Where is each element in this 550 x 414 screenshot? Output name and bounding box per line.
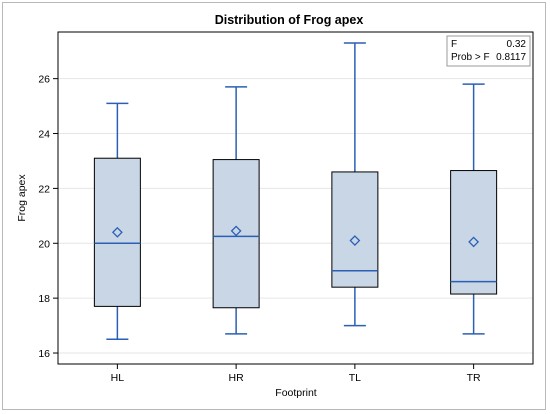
plot-area	[57, 31, 534, 365]
x-tick-label-hl: HL	[111, 372, 125, 384]
box-body-tl	[331, 171, 379, 288]
y-tick-label-22: 22	[38, 183, 50, 195]
mean-marker-hl	[111, 226, 123, 238]
stat-label-f: F	[451, 39, 457, 50]
stat-value-f: 0.32	[507, 39, 527, 50]
y-tick-label-26: 26	[38, 74, 50, 86]
box-body-hl	[93, 157, 141, 307]
x-tick-label-tl: TL	[349, 372, 361, 384]
x-axis-ticks: HL HR TL TR	[111, 364, 481, 384]
x-tick-label-tr: TR	[467, 372, 481, 384]
y-axis-label: Frog apex	[16, 174, 28, 222]
y-tick-label-24: 24	[38, 129, 50, 141]
box-hr	[212, 86, 260, 335]
box-tr	[450, 83, 498, 335]
box-body-tr	[450, 170, 498, 295]
stat-value-prob-f: 0.8117	[496, 52, 526, 63]
x-tick-label-hr: HR	[229, 372, 245, 384]
y-axis-ticks: 16 18 20 22 24 26	[38, 74, 58, 360]
mean-marker-tr	[468, 236, 480, 248]
box-tl	[331, 42, 379, 327]
stat-label-prob-f: Prob > F	[451, 52, 490, 63]
chart-title: Distribution of Frog apex	[215, 13, 364, 27]
mean-marker-hr	[230, 225, 242, 237]
y-tick-label-16: 16	[38, 348, 50, 360]
box-hl	[93, 102, 141, 341]
y-tick-label-18: 18	[38, 293, 50, 305]
stats-inset-box	[446, 35, 531, 67]
mean-marker-tl	[349, 235, 361, 246]
y-tick-label-20: 20	[38, 238, 50, 250]
boxes-group	[93, 42, 498, 341]
x-axis-label: Footprint	[275, 387, 317, 399]
box-body-hr	[212, 159, 260, 309]
stats-inset: F 0.32 Prob > F 0.8117	[446, 35, 531, 67]
